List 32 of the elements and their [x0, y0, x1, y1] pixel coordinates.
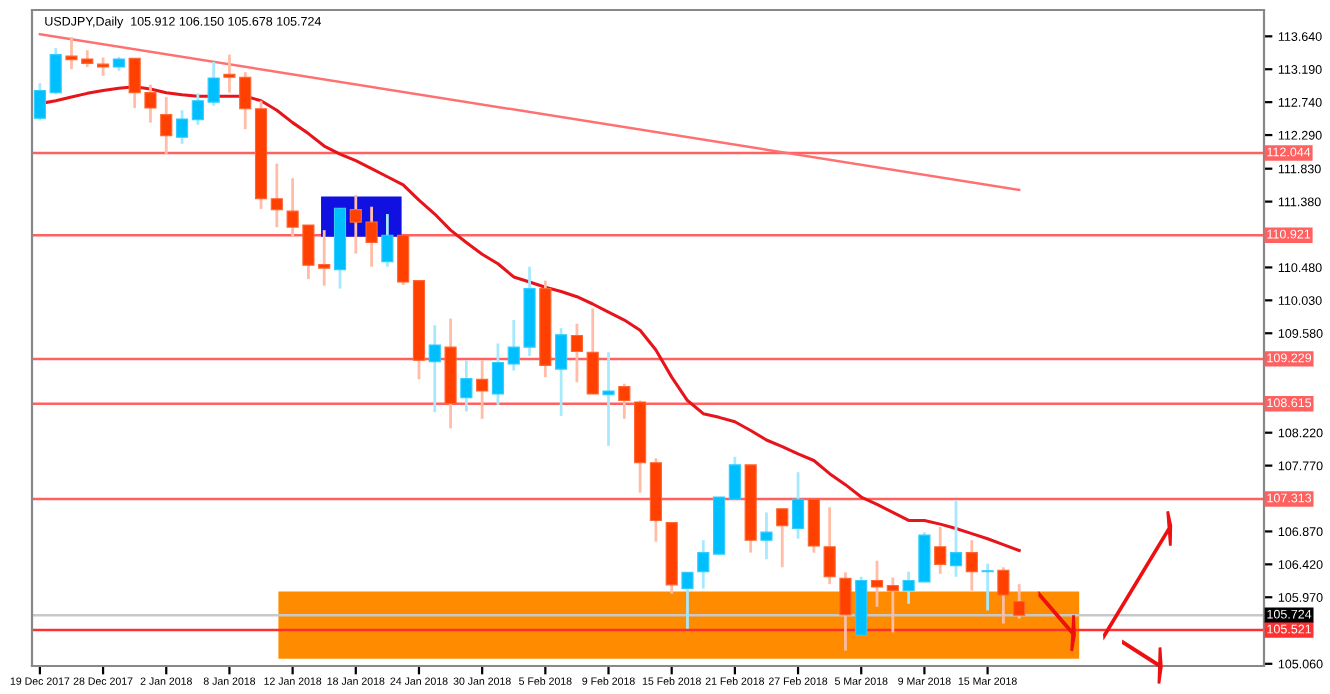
candlestick — [760, 511, 773, 561]
candlestick — [981, 562, 994, 612]
candlestick — [697, 538, 710, 590]
candlestick — [886, 576, 899, 634]
candlestick — [460, 358, 473, 413]
candlestick — [997, 565, 1010, 625]
candlestick — [381, 212, 394, 269]
candlestick — [1013, 582, 1026, 620]
candlestick — [839, 571, 852, 653]
candlestick — [555, 326, 568, 418]
candlestick — [586, 306, 599, 396]
candlestick — [33, 81, 46, 122]
candlestick — [175, 108, 189, 146]
candlestick — [949, 499, 963, 579]
candlestick — [728, 455, 741, 501]
candlestick — [776, 507, 789, 569]
candlestick — [570, 322, 584, 384]
candlestick — [870, 559, 884, 609]
candlestick — [791, 470, 805, 541]
candlestick — [618, 382, 631, 421]
candlestick — [934, 525, 947, 576]
candlestick — [96, 56, 110, 78]
candlestick — [681, 571, 694, 631]
candlestick — [491, 342, 505, 407]
candlestick — [476, 358, 489, 421]
candlestick — [397, 233, 410, 287]
candlestick — [270, 162, 283, 229]
candlestick — [49, 46, 62, 96]
candlestick — [602, 350, 615, 448]
candlestick — [965, 538, 978, 593]
candlestick — [428, 323, 441, 414]
candlestick — [160, 95, 173, 156]
